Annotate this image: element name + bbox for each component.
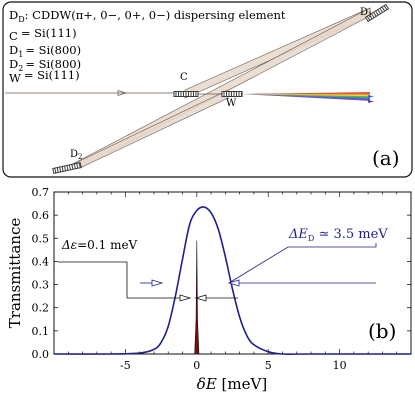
spectrum-ray (240, 94, 370, 101)
crystal-d2 (52, 162, 82, 174)
y-axis-label: Transmittance (6, 218, 24, 329)
spectrum-ray (240, 92, 370, 94)
label-crystal-w: W (226, 98, 237, 109)
panel-a-header: DD: CDDW(π+, 0−, 0+, 0−) dispersing elem… (9, 8, 286, 24)
y-tick-label: 0.0 (32, 348, 50, 361)
panel-b: 0.0 0.1 0.2 0.3 0.4 0.5 0.6 0.7 -5 0 5 10 Transmit… (6, 186, 412, 393)
annotation-narrow-text: Δε=0.1 meV (61, 238, 138, 252)
beam-paths (64, 7, 371, 169)
legend-d1: D1 = Si(800) (9, 43, 81, 59)
spectrum-arrow-icon (368, 95, 374, 98)
dispersed-spectrum (240, 92, 374, 103)
y-tick-label: 0.2 (32, 302, 50, 315)
x-axis-label-unit: [meV] (217, 375, 267, 393)
crystal-w (221, 91, 243, 97)
series-wide-curve (53, 206, 411, 355)
x-tick-label: 0 (193, 359, 200, 372)
x-tick-label: -5 (120, 359, 131, 372)
label-crystal-c: C (180, 72, 188, 83)
plot-frame (53, 191, 412, 355)
x-axis-label: δE [meV] (197, 375, 267, 393)
legend-d2: D2 = Si(800) (9, 57, 81, 73)
label-crystal-d1: D1 (360, 7, 373, 19)
annotation-narrow: Δε=0.1 meV (58, 238, 238, 302)
x-tick-label: 10 (333, 359, 347, 372)
series-narrow-peak (194, 240, 200, 355)
annotation-wide-text: ΔED ≃ 3.5 meV (288, 227, 388, 243)
arrow-right-icon (151, 279, 164, 287)
crystal-legend: C = Si(111) D1 = Si(800) D2 = Si(800) W = Si… (9, 26, 81, 85)
arrow-right-icon (179, 294, 192, 302)
beam-arrow-icon (117, 90, 128, 96)
y-tick-label: 0.6 (32, 209, 50, 222)
y-tick-label: 0.7 (32, 186, 50, 199)
y-tick-label: 0.1 (32, 325, 50, 338)
label-crystal-d2: D2 (70, 149, 83, 161)
y-tick-label: 0.3 (32, 279, 50, 292)
legend-c: C = Si(111) (9, 26, 77, 43)
legend-w: W = Si(111) (9, 68, 80, 85)
y-tick-label: 0.4 (32, 255, 50, 268)
x-tick-label: 5 (265, 359, 272, 372)
spectrum-arrow-icon (368, 100, 374, 103)
y-tick-label: 0.5 (32, 232, 50, 245)
crystals (52, 3, 390, 174)
crystal-d1 (364, 3, 390, 23)
panel-b-tag: (b) (368, 319, 396, 343)
y-axis-ticks: 0.0 0.1 0.2 0.3 0.4 0.5 0.6 0.7 (32, 186, 411, 361)
crystal-c (173, 91, 199, 97)
panel-a-tag: (a) (372, 146, 400, 170)
plot-series (53, 206, 411, 355)
annotation-wide: ΔED ≃ 3.5 meV (140, 227, 388, 287)
